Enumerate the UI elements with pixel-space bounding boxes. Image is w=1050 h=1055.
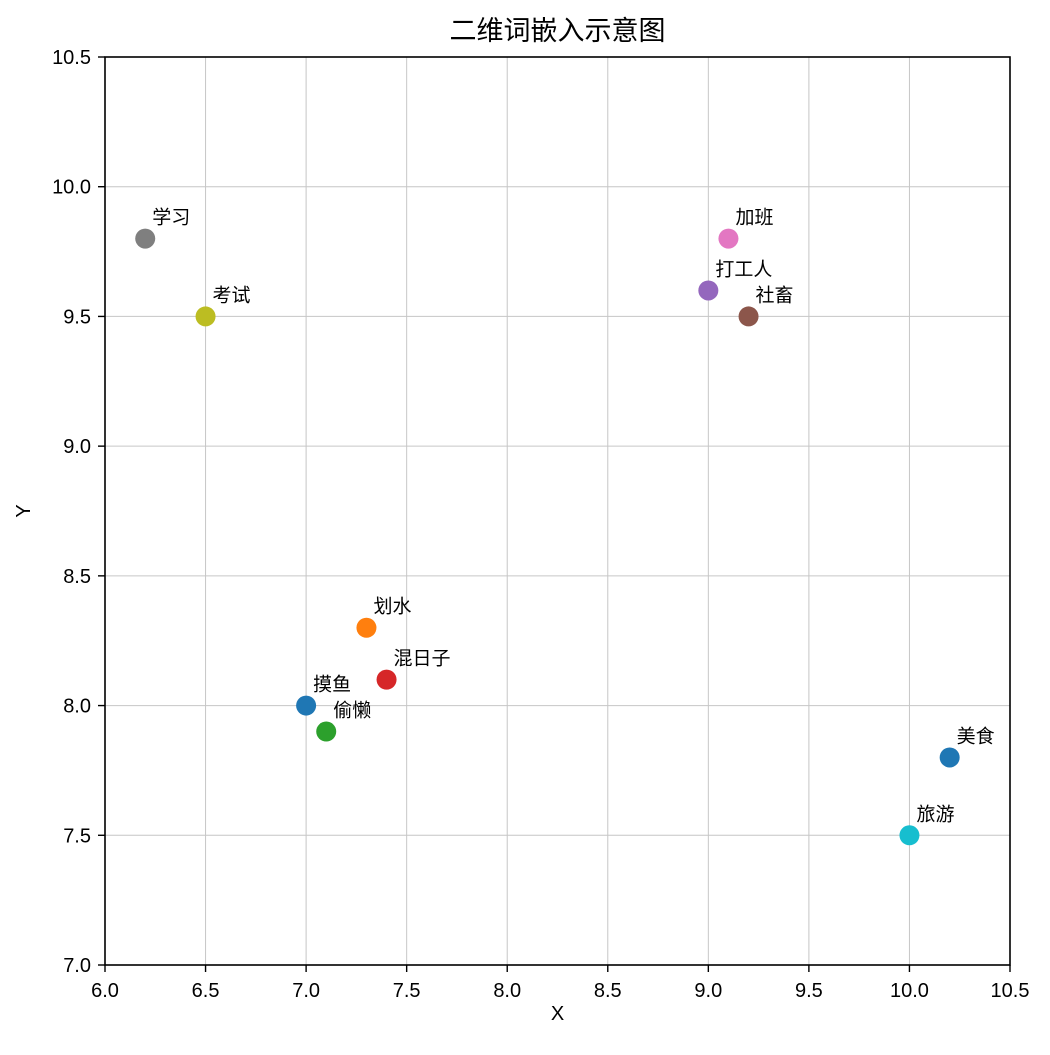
scatter-point-打工人 bbox=[698, 280, 719, 301]
axes-spines bbox=[104, 56, 1011, 966]
scatter-point-摸鱼 bbox=[296, 695, 317, 716]
y-axis-label: Y bbox=[13, 504, 35, 517]
x-tick-label: 6.5 bbox=[192, 980, 220, 1002]
point-label-考试: 考试 bbox=[213, 284, 251, 306]
y-tick-label: 9.5 bbox=[63, 306, 91, 328]
point-label-加班: 加班 bbox=[735, 207, 773, 229]
y-tick-label: 7.5 bbox=[63, 825, 91, 847]
scatter-point-加班 bbox=[718, 228, 739, 249]
x-tick-label: 9.0 bbox=[694, 980, 722, 1002]
point-label-美食: 美食 bbox=[957, 725, 995, 747]
chart-title: 二维词嵌入示意图 bbox=[450, 16, 666, 46]
scatter-point-社畜 bbox=[738, 306, 759, 327]
x-tick-label: 7.5 bbox=[393, 980, 421, 1002]
y-tick-label: 8.0 bbox=[63, 696, 91, 718]
scatter-point-划水 bbox=[356, 617, 377, 638]
scatter-point-学习 bbox=[135, 228, 156, 249]
scatter-point-混日子 bbox=[376, 669, 397, 690]
scatter-point-考试 bbox=[195, 306, 216, 327]
y-tick-label: 7.0 bbox=[63, 955, 91, 977]
point-label-打工人: 打工人 bbox=[715, 258, 772, 280]
x-tick-label: 6.0 bbox=[91, 980, 119, 1002]
x-axis-label: X bbox=[551, 1003, 564, 1025]
x-tick-label: 10.5 bbox=[991, 980, 1030, 1002]
point-label-划水: 划水 bbox=[373, 596, 411, 618]
scatter-point-偷懒 bbox=[316, 721, 337, 742]
scatter-point-美食 bbox=[939, 747, 960, 768]
x-tick-label: 7.0 bbox=[292, 980, 320, 1002]
x-tick-label: 10.0 bbox=[890, 980, 929, 1002]
point-label-社畜: 社畜 bbox=[756, 284, 794, 306]
y-tick-label: 10.0 bbox=[52, 177, 91, 199]
point-label-偷懒: 偷懒 bbox=[333, 700, 371, 722]
point-label-学习: 学习 bbox=[152, 207, 190, 229]
x-tick-label: 9.5 bbox=[795, 980, 823, 1002]
x-tick-label: 8.0 bbox=[493, 980, 521, 1002]
x-tick-label: 8.5 bbox=[594, 980, 622, 1002]
point-label-混日子: 混日子 bbox=[394, 648, 451, 670]
scatter-point-旅游 bbox=[899, 825, 920, 846]
y-tick-label: 10.5 bbox=[52, 47, 91, 69]
point-label-旅游: 旅游 bbox=[916, 803, 954, 825]
y-tick-label: 8.5 bbox=[63, 566, 91, 588]
point-label-摸鱼: 摸鱼 bbox=[313, 674, 351, 696]
y-tick-label: 9.0 bbox=[63, 436, 91, 458]
